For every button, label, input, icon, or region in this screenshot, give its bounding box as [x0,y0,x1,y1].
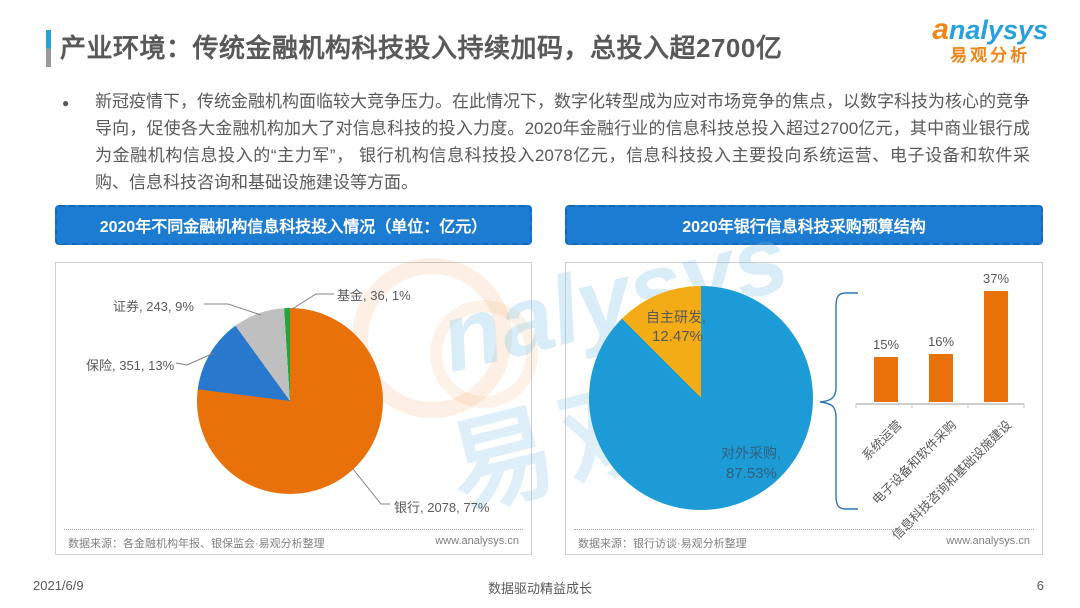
budget-bar-value: 37% [982,271,1010,286]
budget-pie [589,286,813,510]
budget-bar-value: 15% [872,337,900,352]
analysys-logo-latin: analysys [932,14,1048,46]
label-external-name: 对外采购, [721,445,781,461]
intro-paragraph: ● 新冠疫情下，传统金融机构面临较大竞争压力。在此情况下，数字化转型成为应对市场… [62,88,1030,196]
page-title: 产业环境：传统金融机构科技投入持续加码，总投入超2700亿 [60,33,783,63]
bar-axis [855,403,1025,408]
label-external-pct: 87.53% [726,465,777,482]
budget-bar [874,357,898,402]
label-inhouse-pct: 12.47% [652,328,703,345]
brace-icon [819,292,858,510]
analysys-logo-cn: 易观分析 [950,45,1031,65]
footer-date: 2021/6/9 [33,578,84,593]
budget-bar-value: 16% [927,334,955,349]
right-source-url[interactable]: www.analysys.cn [946,535,1030,547]
analysys-logo-text: nalysys [948,15,1048,45]
right-chart-header: 2020年银行信息科技采购预算结构 [565,205,1043,245]
bullet-icon: ● [62,96,70,110]
label-insurance: 保险, 351, 13% [86,358,175,373]
source-divider [574,529,1034,530]
right-source-text: 数据来源：银行访谈·易观分析整理 [578,538,747,550]
footer-page-number: 6 [1036,578,1044,593]
budget-bar [984,291,1008,402]
source-divider [64,529,523,530]
label-funds: 基金, 36, 1% [337,288,411,303]
budget-bar [929,354,953,402]
left-chart-header: 2020年不同金融机构信息科技投入情况（单位：亿元） [55,205,532,245]
footer-slogan: 数据驱动精益成长 [487,581,592,596]
intro-text: 新冠疫情下，传统金融机构面临较大竞争压力。在此情况下，数字化转型成为应对市场竞争… [95,92,1030,192]
label-banks: 银行, 2078, 77% [394,500,490,515]
institutions-pie [197,308,383,494]
label-securities: 证券, 243, 9% [113,299,194,314]
label-inhouse-name: 自主研发, [646,309,706,325]
left-source-text: 数据来源：各金融机构年报、银保监会·易观分析整理 [68,538,325,550]
analysys-a-icon: a [932,13,949,46]
analysys-logo: analysys 易观分析 [932,14,1048,64]
title-accent-bar [46,30,51,67]
left-source-url[interactable]: www.analysys.cn [435,535,519,547]
right-chart-panel: 自主研发, 12.47% 对外采购, 87.53% 15% 16% 37% 系统… [565,262,1043,555]
left-chart-panel: 证券, 243, 9% 保险, 351, 13% 基金, 36, 1% 银行, … [55,262,532,555]
pie-leader-lines [175,293,390,505]
